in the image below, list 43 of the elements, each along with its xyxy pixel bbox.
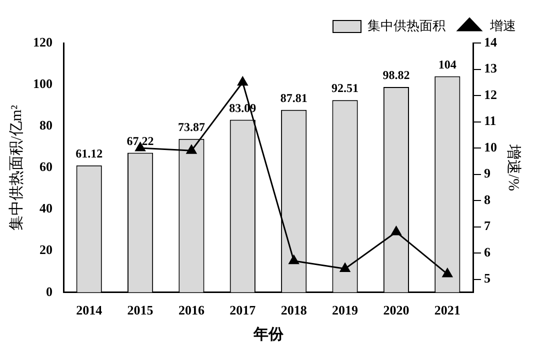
y2-tick-label: 14 xyxy=(484,34,498,50)
y2-tick-label: 5 xyxy=(484,270,491,286)
x-tick-label: 2016 xyxy=(178,302,205,318)
legend-label: 增速 xyxy=(489,18,516,33)
x-tick-label: 2015 xyxy=(127,302,154,318)
y2-tick-label: 13 xyxy=(484,60,498,76)
point xyxy=(288,255,299,264)
y-tick-label: 40 xyxy=(40,200,52,216)
point xyxy=(238,76,248,86)
data-label: 87.81 xyxy=(280,90,308,105)
y-tick-label: 100 xyxy=(33,76,52,91)
point xyxy=(442,268,452,278)
legend-label: 集中供热面积 xyxy=(368,18,446,33)
x-tick-label: 2014 xyxy=(76,302,103,318)
data-label: 73.87 xyxy=(178,120,205,134)
y2-tick-label: 8 xyxy=(484,192,491,207)
y2-tick-label: 6 xyxy=(484,244,491,260)
y2-tick-label: 12 xyxy=(484,86,497,102)
y-axis-title: 集中供热面积/亿m² xyxy=(8,104,25,230)
y2-axis-title: 增速/% xyxy=(505,143,522,192)
y-tick-label: 20 xyxy=(40,242,52,258)
y-tick-label: 120 xyxy=(33,34,52,50)
y2-tick-label: 9 xyxy=(484,166,491,181)
data-label: 98.82 xyxy=(382,68,410,82)
x-axis-title: 年份 xyxy=(252,326,284,343)
x-tick-label: 2018 xyxy=(280,302,308,318)
y2-tick-label: 10 xyxy=(484,139,497,154)
x-tick-label: 2017 xyxy=(230,302,256,318)
data-label: 92.51 xyxy=(332,81,359,96)
data-label: 104 xyxy=(438,57,456,72)
y-tick-label: 80 xyxy=(40,117,52,132)
point xyxy=(186,144,197,154)
x-tick-label: 2019 xyxy=(332,302,359,318)
y2-tick-label: 11 xyxy=(484,113,496,128)
x-tick-label: 2021 xyxy=(434,302,460,318)
y2-tick-label: 7 xyxy=(484,218,491,234)
data-label: 61.12 xyxy=(76,146,103,160)
y-tick-label: 60 xyxy=(40,159,52,174)
data-label: 67.22 xyxy=(126,134,154,148)
point xyxy=(391,226,402,236)
y-tick-label: 0 xyxy=(46,284,52,299)
point xyxy=(340,263,350,272)
x-tick-label: 2020 xyxy=(383,302,410,318)
